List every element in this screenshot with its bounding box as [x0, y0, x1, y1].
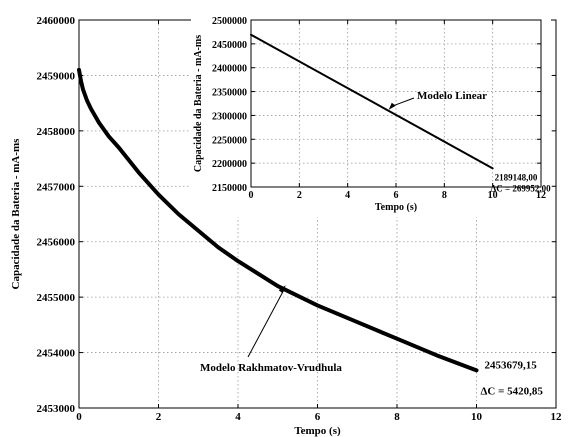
y-tick-label: 2455000	[37, 292, 76, 304]
y-tick-label: 2459000	[37, 70, 76, 82]
y-tick-label: 2450000	[212, 40, 247, 51]
series-line	[250, 33, 494, 170]
y-axis-label: Capacidade da Bateria - mA-ms	[10, 138, 22, 290]
main-chart: 0 2 4 6 8 10 12 2453000 2454000 2455000 2456000 245…	[10, 15, 562, 437]
x-tick-label: 0	[249, 190, 254, 201]
annotation-arrow	[247, 290, 285, 358]
series-annotation-label: Modelo Rakhmatov-Vrudhula	[200, 362, 342, 374]
y-tick-label: 2458000	[37, 126, 76, 138]
x-tick-label: 4	[345, 190, 350, 201]
x-tick-label: 8	[394, 411, 400, 423]
series-line	[77, 67, 479, 373]
x-tick-label: 8	[442, 190, 447, 201]
y-tick-label: 2500000	[212, 16, 247, 27]
x-tick-label: 10	[471, 411, 483, 423]
inset-chart: 0 2 4 6 8 10 12 2150000 2200000 2250000 2300000 235…	[191, 16, 551, 217]
series-annotation-label: Modelo Linear	[417, 90, 487, 102]
arrow-head	[278, 285, 286, 294]
end-value-label: 2189148,00	[495, 172, 538, 182]
y-tick-label: 2350000	[212, 88, 247, 99]
x-tick-label: 6	[394, 190, 399, 201]
delta-c-label: ΔC = 269952,00	[491, 183, 552, 193]
x-tick-label: 2	[297, 190, 302, 201]
y-tick-label: 2457000	[37, 181, 76, 193]
delta-c-label: ΔC = 5420,85	[481, 385, 544, 397]
x-axis-label: Tempo (s)	[375, 202, 417, 213]
x-tick-label: 12	[536, 190, 546, 201]
y-tick-label: 2300000	[212, 111, 247, 122]
y-tick-label: 2453000	[37, 403, 76, 415]
y-tick-label: 2456000	[37, 237, 76, 249]
y-tick-label: 2250000	[212, 135, 247, 146]
x-tick-label: 12	[551, 411, 563, 423]
x-tick-label: 10	[488, 190, 498, 201]
arrow-head	[388, 102, 396, 110]
x-axis-label: Tempo (s)	[294, 425, 341, 437]
y-axis-label: Capacidade da Bateria - mA-ms	[193, 35, 204, 172]
x-tick-label: 0	[76, 411, 82, 423]
x-tick-label: 6	[315, 411, 321, 423]
y-tick-label: 2150000	[212, 183, 247, 194]
y-tick-label: 2400000	[212, 64, 247, 75]
end-value-label: 2453679,15	[485, 359, 538, 371]
x-tick-label: 2	[156, 411, 162, 423]
x-tick-label: 4	[235, 411, 241, 423]
y-tick-label: 2200000	[212, 159, 247, 170]
y-tick-label: 2460000	[37, 15, 76, 27]
y-tick-label: 2454000	[37, 348, 76, 360]
